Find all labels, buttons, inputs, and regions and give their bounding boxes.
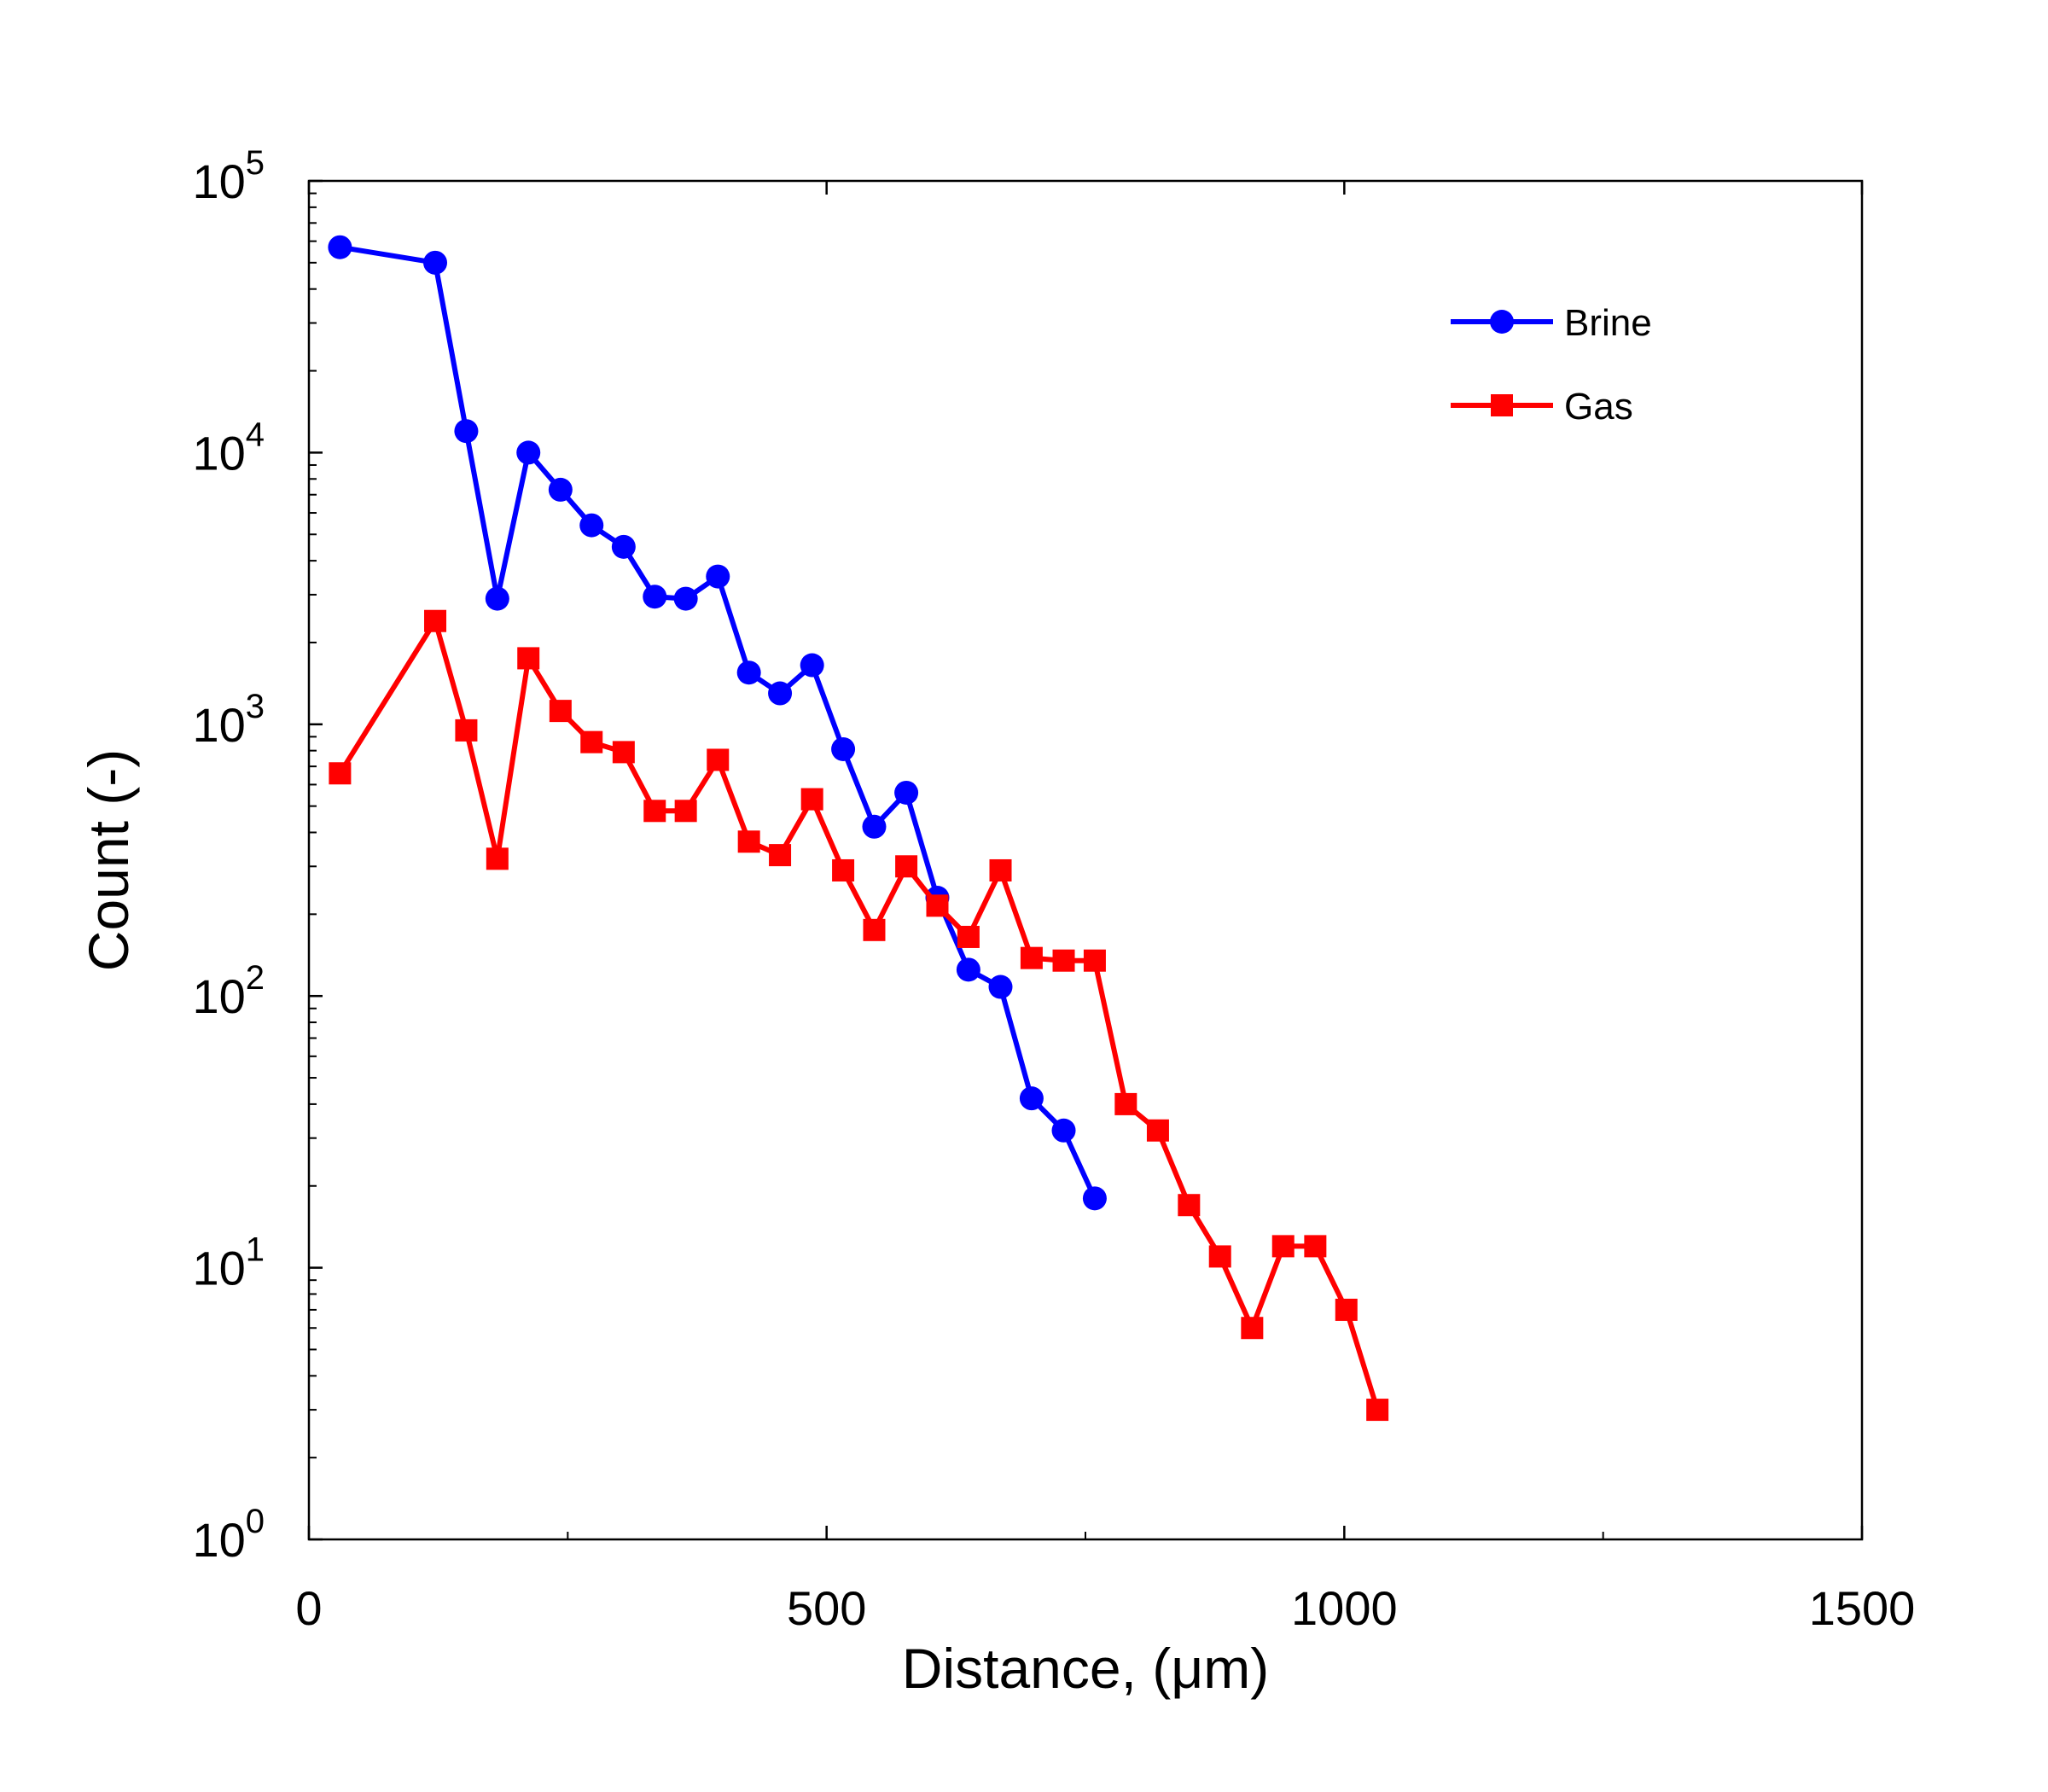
brine-point: [956, 957, 980, 982]
y-tick-label: 105: [192, 144, 265, 208]
gas-series: [329, 609, 1389, 1422]
brine-point: [1019, 1086, 1044, 1111]
gas-point: [549, 700, 572, 723]
brine-point: [800, 653, 824, 678]
y-tick-label: 102: [192, 959, 265, 1023]
gas-point: [737, 830, 760, 853]
gas-point: [800, 788, 823, 811]
gas-point: [674, 800, 697, 823]
brine-point: [548, 477, 573, 502]
gas-point: [863, 918, 886, 941]
brine-point: [768, 681, 793, 706]
brine-point: [611, 534, 636, 559]
y-tick-label: 104: [192, 416, 265, 480]
brine-point: [862, 814, 887, 839]
gas-point: [455, 719, 478, 742]
brine-point: [423, 250, 448, 275]
y-tick-label: 103: [192, 688, 265, 752]
brine-point: [579, 513, 604, 538]
gas-point: [424, 609, 447, 632]
gas-point: [1208, 1245, 1231, 1268]
x-tick-label: 0: [295, 1581, 322, 1635]
gas-point: [486, 847, 509, 870]
brine-point: [643, 585, 667, 609]
gas-point: [1304, 1235, 1327, 1258]
brine-point: [454, 419, 479, 444]
gas-point: [1178, 1194, 1201, 1217]
legend-gas-label: Gas: [1564, 386, 1633, 428]
y-tick-exponent: 0: [246, 1503, 265, 1540]
brine-point: [736, 660, 761, 685]
x-tick-label: 1500: [1809, 1581, 1916, 1635]
legend-brine-marker: [1490, 310, 1514, 334]
brine-point: [328, 235, 352, 259]
y-tick-exponent: 1: [246, 1231, 265, 1269]
x-tick-label: 1000: [1291, 1581, 1398, 1635]
brine-point: [894, 780, 919, 805]
gas-point: [329, 762, 352, 785]
gas-point: [1083, 949, 1106, 972]
brine-point: [516, 440, 541, 465]
y-axis-title: Count (-): [77, 749, 140, 971]
series-layer: [328, 235, 1389, 1422]
gas-point: [1335, 1298, 1358, 1321]
gas-point: [707, 748, 730, 771]
legend-gas-marker: [1491, 394, 1513, 416]
brine-point: [988, 975, 1013, 999]
legend-brine-label: Brine: [1564, 302, 1652, 344]
y-tick-exponent: 5: [246, 144, 265, 182]
gas-point: [1020, 946, 1043, 969]
brine-point: [485, 586, 509, 611]
y-tick-exponent: 3: [246, 688, 265, 725]
gas-point: [612, 741, 635, 764]
brine-series: [328, 235, 1107, 1211]
gas-point: [957, 925, 980, 948]
brine-point: [1082, 1186, 1107, 1211]
gas-point: [1366, 1399, 1389, 1422]
gas-point: [832, 858, 855, 881]
x-tick-label: 500: [787, 1581, 866, 1635]
gas-point: [989, 858, 1012, 881]
gas-point: [580, 730, 603, 753]
gas-point: [1114, 1092, 1137, 1115]
legend: Brine Gas: [1451, 302, 1652, 428]
x-axis-title: Distance, (μm): [902, 1637, 1269, 1700]
y-tick-exponent: 4: [246, 416, 265, 453]
gas-point: [926, 894, 949, 917]
brine-point: [1051, 1118, 1076, 1143]
plot-area: [307, 179, 1864, 1541]
brine-point: [673, 586, 698, 611]
brine-point: [706, 564, 730, 589]
gas-point: [643, 800, 666, 823]
y-tick-exponent: 2: [246, 959, 265, 997]
gas-point: [1146, 1119, 1169, 1142]
gas-point: [517, 647, 540, 670]
y-tick-label: 101: [192, 1231, 265, 1295]
gas-point: [1271, 1235, 1295, 1258]
gas-point: [1052, 949, 1075, 972]
gas-point: [895, 855, 918, 878]
gas-point: [1241, 1317, 1264, 1340]
gas-point: [769, 844, 792, 867]
y-tick-label: 100: [192, 1503, 265, 1567]
brine-point: [831, 736, 856, 761]
